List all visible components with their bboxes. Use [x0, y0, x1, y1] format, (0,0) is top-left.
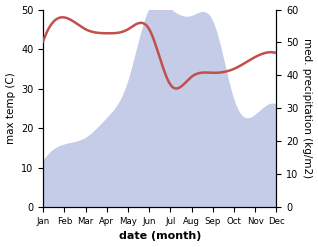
Y-axis label: max temp (C): max temp (C) — [5, 72, 16, 144]
X-axis label: date (month): date (month) — [119, 231, 201, 242]
Y-axis label: med. precipitation (kg/m2): med. precipitation (kg/m2) — [302, 38, 313, 178]
